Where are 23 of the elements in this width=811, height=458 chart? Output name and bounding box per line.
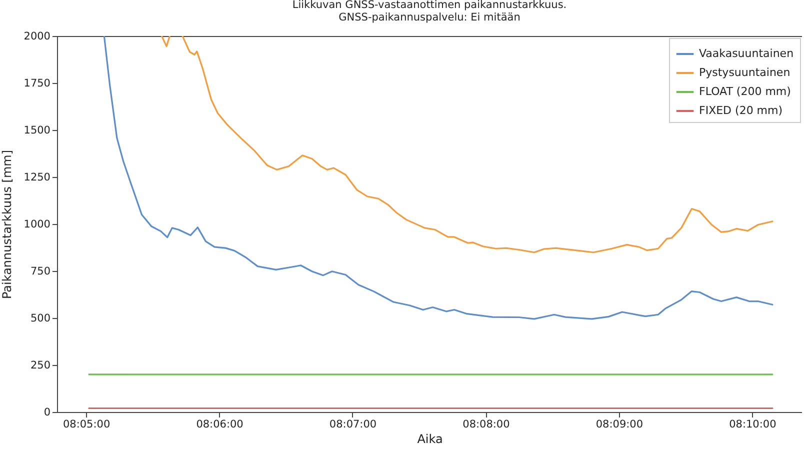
y-tick-label: 0 [44,406,50,418]
x-tick-label: 08:06:00 [196,418,244,430]
legend-label: Pystysuuntainen [699,66,790,79]
x-tick-label: 08:10:00 [729,418,776,430]
legend-label: FLOAT (200 mm) [699,85,791,98]
y-tick-label: 750 [30,266,50,278]
chart-title: Liikkuvan GNSS-vastaanottimen paikannustarkkuus. [292,0,567,11]
y-tick-label: 250 [30,360,50,372]
y-tick-label: 2000 [24,30,50,42]
x-axis-title: Aika [417,432,443,446]
y-tick-label: 1250 [24,172,50,184]
y-tick-label: 1500 [24,124,50,136]
y-tick-label: 1750 [24,78,50,90]
chart-subtitle: GNSS-paikannuspalvelu: Ei mitään [338,12,520,24]
x-tick-label: 08:08:00 [462,418,510,430]
y-tick-label: 500 [30,312,50,324]
y-tick-label: 1000 [24,218,50,230]
y-axis-title: Paikannustarkkuus [mm] [0,150,14,300]
x-tick-label: 08:05:00 [62,418,110,430]
legend-label: Vaakasuuntainen [699,47,794,60]
legend-label: FIXED (20 mm) [699,104,783,117]
x-tick-label: 08:07:00 [329,418,377,430]
x-tick-label: 08:09:00 [596,418,644,430]
